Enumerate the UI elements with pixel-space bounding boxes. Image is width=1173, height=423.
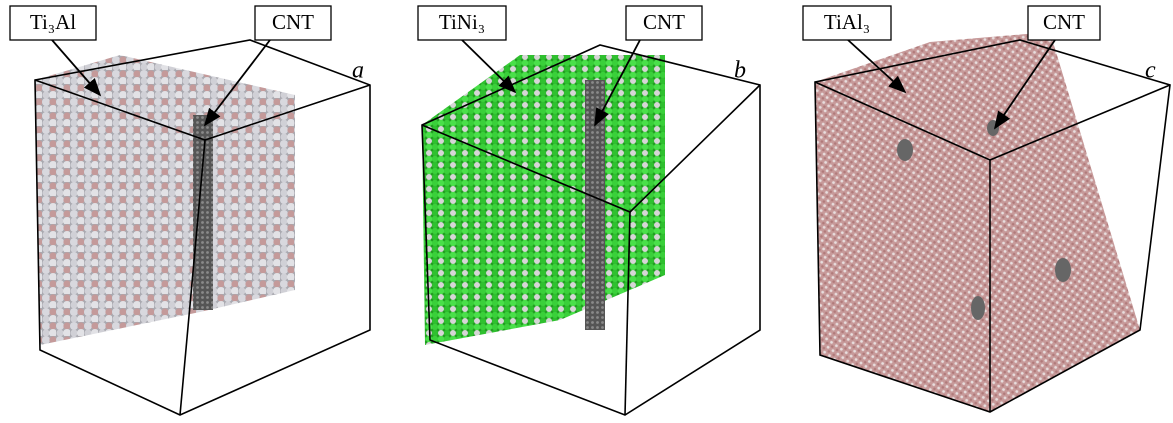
nanotube — [1055, 258, 1071, 282]
nanotube — [585, 80, 605, 330]
panel-a: Ti₃Al CNT a — [10, 6, 370, 415]
tube-label: CNT — [1043, 10, 1085, 34]
panel-letter: b — [734, 58, 746, 84]
panel-letter: c — [1145, 58, 1156, 84]
material-label: TiNi₃ — [439, 10, 485, 34]
panel-b: TiNi₃ CNT b — [418, 6, 760, 415]
figure: Ti₃Al CNT a TiNi₃ CNT b TiAl₃ CNT c — [0, 0, 1173, 423]
tube-label: CNT — [643, 10, 685, 34]
tube-label: CNT — [272, 10, 314, 34]
material-label: TiAl₃ — [824, 10, 870, 34]
panel-c: TiAl₃ CNT c — [803, 6, 1170, 412]
nanotube — [897, 139, 913, 161]
nanotube — [193, 115, 213, 310]
material-label: Ti₃Al — [30, 10, 76, 34]
panel-letter: a — [352, 58, 364, 84]
atom-block — [815, 32, 1140, 412]
atom-block — [35, 55, 295, 345]
nanotube — [987, 120, 999, 136]
nanotube — [971, 296, 985, 320]
